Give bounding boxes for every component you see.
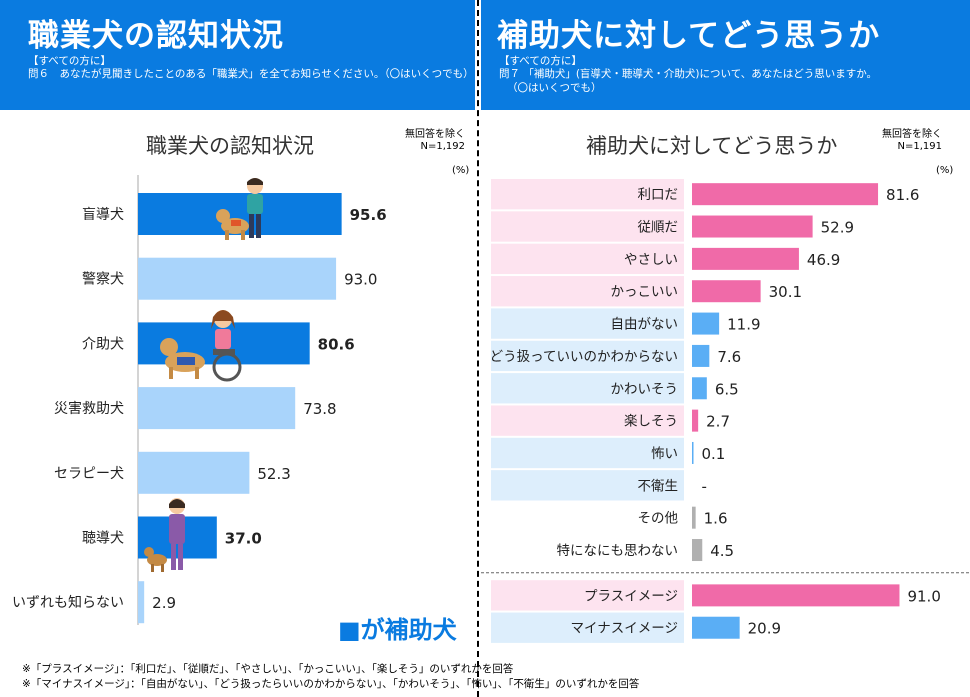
left-bar [138,387,296,430]
right-value-label: 1.6 [704,510,728,528]
right-value-label: 52.9 [821,219,854,237]
right-category-background [491,612,684,643]
left-chart-note-exclusion: 無回答を除く [405,129,465,140]
right-category-label: プラスイメージ [584,588,678,604]
left-bar-chart: 盲導犬 95.6 警察犬 93.0 介助犬 80.6 災害救助犬 73.8 セラピー犬 52.3 聴… [12,175,387,625]
left-header-question: 問６ あなたが見聞きしたことのある「職業犬」を全てお知らせください。（〇はいくつ… [28,68,474,80]
left-value-label: 80.6 [318,335,355,353]
left-value-label: 73.8 [303,400,336,418]
guide-dog-illustration [216,178,263,240]
right-header-question-line1: 問７ 「補助犬」(盲導犬・聴導犬・介助犬)について、あなたはどう思いますか。 [499,68,877,80]
right-bar [692,344,710,367]
right-header-title: 補助犬に対してどう思うか [497,18,881,54]
right-category-label: 従順だ [638,220,679,236]
right-category-background [491,470,684,501]
right-category-label: どう扱っていいのかわからない [490,349,678,365]
right-chart-unit: (%) [936,165,954,176]
right-bar [692,441,694,464]
right-bar [692,584,900,607]
service-dog-illustration [160,310,242,382]
right-value-label: 6.5 [715,380,739,398]
right-value-label: 30.1 [769,283,802,301]
left-chart-note-n: N=1,192 [420,141,466,152]
right-bar [692,280,761,303]
right-category-background [491,580,684,611]
right-bar [692,539,703,562]
left-chart-title: 職業犬の認知状況 [146,134,314,158]
hearing-dog-illustration [144,498,185,572]
left-header-target: 【すべての方に】 [28,55,111,67]
right-value-label: 4.5 [710,542,734,560]
right-bar-chart: 利口だ 81.6 従順だ 52.9 やさしい 46.9 かっこいい 30.1 自由がない 11.9… [481,179,970,643]
left-category-label: 警察犬 [82,271,124,288]
left-category-label: 聴導犬 [82,531,124,547]
right-chart-note: 無回答を除く N=1,191 [872,129,942,153]
right-category-background [491,340,684,372]
right-category-background [491,373,684,404]
right-bar [692,183,879,206]
right-value-label: - [702,477,707,495]
right-category-background [491,243,684,275]
right-value-label: 7.6 [717,348,741,366]
left-category-label: 介助犬 [82,336,124,352]
right-bar [692,616,740,639]
right-value-label: 11.9 [727,316,760,334]
right-category-label: 楽しそう [624,414,678,430]
right-header-target: 【すべての方に】 [499,55,582,67]
right-category-label: 怖い [651,445,678,462]
left-bar [138,451,250,494]
right-category-background [491,437,684,469]
left-header-title: 職業犬の認知状況 [28,18,284,54]
right-bar [692,215,813,238]
left-bar [138,257,337,300]
left-category-label: 災害救助犬 [54,401,124,417]
left-bar [138,581,145,624]
right-value-label: 2.7 [706,413,730,431]
panel-divider [477,0,479,697]
right-category-background [491,211,684,242]
right-category-background [491,308,684,339]
right-chart-note-n: N=1,191 [897,141,943,152]
left-category-label: セラピー犬 [54,466,124,482]
right-category-background [491,405,684,436]
footnote-plus: ※「プラスイメージ」：「利口だ」、「従順だ」、「やさしい」、「かっこいい」、「楽… [22,663,514,675]
left-category-label: 盲導犬 [82,206,124,223]
right-chart-title: 補助犬に対してどう思うか [586,134,838,158]
right-value-label: 20.9 [748,620,781,638]
right-category-label: 特になにも思わない [557,543,679,559]
left-value-label: 37.0 [225,530,262,548]
right-category-label: やさしい [624,252,678,268]
right-value-label: 81.6 [886,186,919,204]
right-bar [692,409,699,432]
right-header-question-line2: （〇はいくつでも） [507,82,602,94]
right-category-label: 自由がない [611,317,679,333]
right-category-background [491,276,684,307]
right-bar [692,247,799,270]
right-category-label: その他 [638,511,679,527]
right-value-label: 0.1 [702,445,726,463]
left-header: 職業犬の認知状況 【すべての方に】 問６ あなたが見聞きしたことのある「職業犬」… [0,0,475,110]
right-category-background [491,179,684,210]
left-chart-note: 無回答を除く N=1,192 [395,129,465,153]
right-category-label: 利口だ [638,187,679,203]
right-bar [692,506,696,529]
right-chart-note-exclusion: 無回答を除く [882,129,942,140]
right-category-label: マイナスイメージ [571,621,678,637]
right-value-label: 46.9 [807,251,840,269]
left-value-label: 52.3 [257,465,290,483]
left-category-label: いずれも知らない [12,594,124,611]
left-value-label: 2.9 [152,594,176,612]
left-chart-legend: ■が補助犬 [338,616,457,644]
left-value-label: 95.6 [350,206,387,224]
right-bar [692,312,720,335]
right-header: 補助犬に対してどう思うか 【すべての方に】 問７ 「補助犬」(盲導犬・聴導犬・介… [481,0,970,110]
right-category-label: かっこいい [611,284,679,300]
right-bar [692,377,707,400]
left-value-label: 93.0 [344,271,377,289]
right-category-label: かわいそう [611,381,679,397]
left-chart-unit: (%) [452,165,470,176]
right-value-label: 91.0 [907,587,940,605]
right-category-label: 不衛生 [638,478,679,494]
footnote-minus: ※「マイナスイメージ」：「自由がない」、「どう扱ったらいいのかわからない」、「か… [22,678,640,690]
